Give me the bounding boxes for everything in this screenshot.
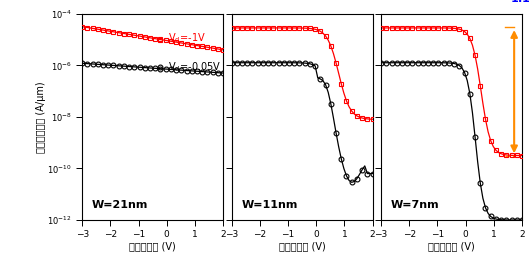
Text: 1.1×10$^5$: 1.1×10$^5$ bbox=[510, 0, 530, 6]
Text: V$_\mathrm{d}$=-1V: V$_\mathrm{d}$=-1V bbox=[168, 32, 206, 45]
Text: W=11nm: W=11nm bbox=[242, 200, 298, 210]
Text: W=7nm: W=7nm bbox=[391, 200, 439, 210]
Text: V$_\mathrm{d}$=-0.05V: V$_\mathrm{d}$=-0.05V bbox=[168, 60, 222, 74]
X-axis label: ゲート電圧 (V): ゲート電圧 (V) bbox=[279, 241, 325, 251]
X-axis label: ゲート電圧 (V): ゲート電圧 (V) bbox=[129, 241, 176, 251]
Text: W=21nm: W=21nm bbox=[92, 200, 148, 210]
X-axis label: ゲート電圧 (V): ゲート電圧 (V) bbox=[428, 241, 475, 251]
Y-axis label: ドレイン電流 (A/μm): ドレイン電流 (A/μm) bbox=[36, 81, 46, 153]
